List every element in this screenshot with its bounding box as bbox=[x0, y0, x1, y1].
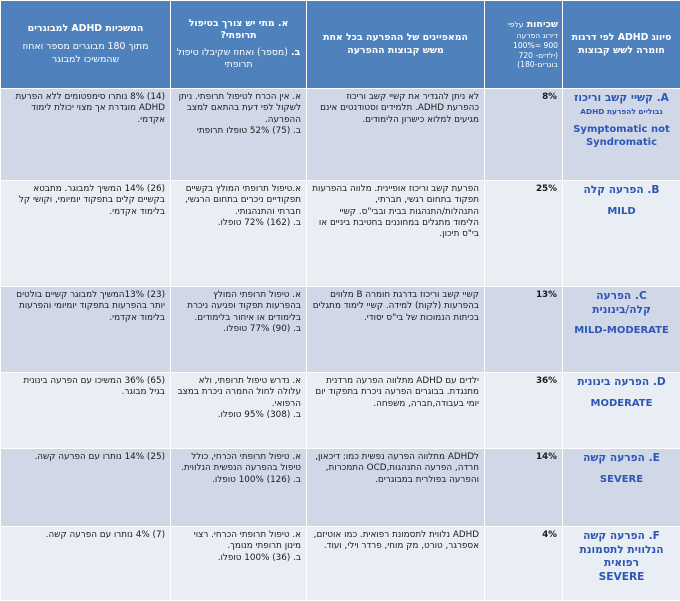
header-prevalence-note4: בוגרים-180) bbox=[489, 60, 558, 70]
category-english: Symptomatic not Syndromatic bbox=[568, 124, 675, 150]
characteristics-cell: ילדים עם ADHD מתלווה הפרעה מרדנית מתנגדת… bbox=[307, 373, 485, 449]
header-continuity-note: מתוך 180 מבוגרים מספר ואחוז שהמשיכו למבו… bbox=[5, 41, 166, 65]
table-row: B. הפרעה קלה MILD 25% הפרעת קשב וריכוז א… bbox=[1, 181, 680, 287]
header-prevalence-note1: דירוג הפרעה bbox=[489, 31, 558, 41]
treatment-a: א. טיפול תרופתי הכרחי. רצוי מינון תרופתי… bbox=[176, 530, 301, 553]
treatment-a: א. אין הכרח לטיפול תרופתי. ניתן לשקול לפ… bbox=[176, 92, 301, 126]
category-letter: E. bbox=[649, 452, 660, 464]
continuity-cell: (25) 14% נותרו עם הפרעה קשה. bbox=[1, 449, 171, 527]
treatment-b: ב. (308) 95% טופלו. bbox=[176, 410, 301, 421]
category-english: SEVERE bbox=[568, 474, 675, 487]
category-name: הפרעה קלה bbox=[584, 184, 644, 196]
treatment-cell: א. נדרש טיפול תרופתי, ולא עלולה לחול החמ… bbox=[171, 373, 307, 449]
category-letter: B. bbox=[647, 184, 659, 196]
continuity-cell: (23) 13%המשיך למבוגר קשיים בולטים יותר ב… bbox=[1, 287, 171, 373]
treatment-a: א. טיפול תרופתי המולץ בהפרעות תפקוד ופגי… bbox=[176, 290, 301, 324]
treatment-a: א. טיפול תרופתי הכרחי, כולל טיפול בהפרעה… bbox=[176, 452, 301, 475]
table-row: F. הפרעה קשה הנלווית לתסמונת רפואית SEVE… bbox=[1, 527, 680, 601]
prevalence-cell: 4% bbox=[485, 527, 563, 601]
category-letter: D. bbox=[653, 376, 666, 388]
category-letter: C. bbox=[635, 290, 647, 302]
prevalence-cell: 8% bbox=[485, 89, 563, 181]
table-row: D. הפרעה בינונית MODERATE 36% ילדים עם A… bbox=[1, 373, 680, 449]
header-treatment-b-label: ב. bbox=[291, 47, 300, 58]
category-letter: A. bbox=[657, 92, 669, 104]
category-cell: B. הפרעה קלה MILD bbox=[563, 181, 680, 287]
header-classification: סיווג ADHD לפי דרגות חומרה לשש קבוצות bbox=[563, 1, 680, 89]
treatment-cell: א. טיפול תרופתי המולץ בהפרעות תפקוד ופגי… bbox=[171, 287, 307, 373]
prevalence-cell: 14% bbox=[485, 449, 563, 527]
prevalence-cell: 25% bbox=[485, 181, 563, 287]
category-cell: A. קשיי קשב וריכוז גבוליים להפרעת ADHD S… bbox=[563, 89, 680, 181]
characteristics-cell: לADHD מתלווה הפרעה נפשית כמו: דיכאון, חר… bbox=[307, 449, 485, 527]
category-english: MILD-MODERATE bbox=[568, 325, 675, 338]
category-cell: D. הפרעה בינונית MODERATE bbox=[563, 373, 680, 449]
header-prevalence-note2: 900 =100% bbox=[489, 41, 558, 51]
category-english: SEVERE bbox=[568, 571, 675, 585]
header-row: סיווג ADHD לפי דרגות חומרה לשש קבוצות שכ… bbox=[1, 1, 680, 89]
header-prevalence: שכיחות עלפי דירוג הפרעה 900 =100% (ילדים… bbox=[485, 1, 563, 89]
continuity-cell: (65) 36% המשיכו עם הפרעה בינונית בגיל מב… bbox=[1, 373, 171, 449]
header-prevalence-note3: (ילדים- 720 bbox=[489, 51, 558, 61]
treatment-cell: א. טיפול תרופתי הכרחי. רצוי מינון תרופתי… bbox=[171, 527, 307, 601]
table-row: C. הפרעה קלה/בינונית MILD-MODERATE 13% ק… bbox=[1, 287, 680, 373]
prevalence-cell: 13% bbox=[485, 287, 563, 373]
characteristics-cell: הפרעת קשב וריכוז אופיינית. מלווה בהפרעות… bbox=[307, 181, 485, 287]
header-continuity: המשכיות ADHD למבוגרים מתוך 180 מבוגרים מ… bbox=[1, 1, 171, 89]
treatment-b: ב. (162) 72% טופלו. bbox=[176, 218, 301, 229]
category-english: MILD bbox=[568, 206, 675, 219]
header-prevalence-title: שכיחות bbox=[527, 19, 558, 30]
category-cell: C. הפרעה קלה/בינונית MILD-MODERATE bbox=[563, 287, 680, 373]
treatment-cell: א.טיפול תרופתי המולץ בקשיים תפקודיים ניכ… bbox=[171, 181, 307, 287]
continuity-cell: (14) 8% נותרו סימפטומים ללא הפרעת ADHD מ… bbox=[1, 89, 171, 181]
category-name: הפרעה בינונית bbox=[577, 376, 649, 388]
treatment-cell: א. אין הכרח לטיפול תרופתי. ניתן לשקול לפ… bbox=[171, 89, 307, 181]
category-subname: גבוליים להפרעת ADHD bbox=[568, 107, 675, 116]
treatment-a: א. נדרש טיפול תרופתי, ולא עלולה לחול החמ… bbox=[176, 376, 301, 410]
treatment-b: ב. (126) 100% טופלו. bbox=[176, 475, 301, 486]
continuity-cell: (26) 14% המשיך למבוגר. מתבטא בקשיים קלים… bbox=[1, 181, 171, 287]
category-name: הפרעה קשה bbox=[583, 452, 645, 464]
treatment-a: א.טיפול תרופתי המולץ בקשיים תפקודיים ניכ… bbox=[176, 184, 301, 218]
header-treatment: א. מתי יש צורך בטיפול תרופתי? ב. (מספר) … bbox=[171, 1, 307, 89]
treatment-b: ב. (90) 77% טופלו. bbox=[176, 324, 301, 335]
characteristics-cell: קשיי קשב וריכוז בדרגת חומרה B מלווים בהפ… bbox=[307, 287, 485, 373]
category-name: קשיי קשב וריכוז bbox=[574, 92, 653, 104]
table-row: A. קשיי קשב וריכוז גבוליים להפרעת ADHD S… bbox=[1, 89, 680, 181]
characteristics-cell: לא ניתן להגדיר את קשיי קשב וריכוז כהפרעת… bbox=[307, 89, 485, 181]
category-cell: F. הפרעה קשה הנלווית לתסמונת רפואית SEVE… bbox=[563, 527, 680, 601]
prevalence-cell: 36% bbox=[485, 373, 563, 449]
header-continuity-title: המשכיות ADHD למבוגרים bbox=[5, 23, 166, 35]
header-treatment-b-text: (מספר) ואחוז שקיבלו טיפול תרופתי bbox=[177, 47, 288, 70]
header-characteristics: המאפיינים של ההפרעה בכל אחת משש קבוצות ה… bbox=[307, 1, 485, 89]
header-prevalence-by: עלפי bbox=[508, 20, 524, 29]
header-treatment-a: א. מתי יש צורך בטיפול תרופתי? bbox=[175, 18, 302, 42]
treatment-cell: א. טיפול תרופתי הכרחי, כולל טיפול בהפרעה… bbox=[171, 449, 307, 527]
table-row: E. הפרעה קשה SEVERE 14% לADHD מתלווה הפר… bbox=[1, 449, 680, 527]
category-cell: E. הפרעה קשה SEVERE bbox=[563, 449, 680, 527]
category-english: MODERATE bbox=[568, 398, 675, 411]
characteristics-cell: ADHD נלווית לתסמונת רפואית. כמו אוטיזם, … bbox=[307, 527, 485, 601]
category-letter: F. bbox=[649, 530, 660, 542]
treatment-b: ב. (36) 100% טופלו. bbox=[176, 553, 301, 564]
continuity-cell: (7) 4% נותרו עם הפרעה קשה. bbox=[1, 527, 171, 601]
treatment-b: ב. (75) 52% טופלו תרופתי bbox=[176, 126, 301, 137]
